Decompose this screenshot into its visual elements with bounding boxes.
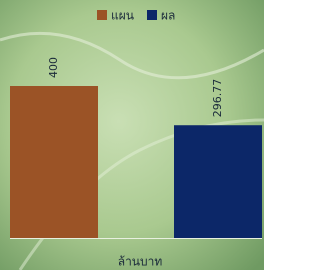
value-label: 296.77 <box>211 79 224 118</box>
legend-label: แผน <box>111 9 134 23</box>
legend-label: ผล <box>161 9 175 23</box>
x-axis-label: ล้านบาท <box>118 255 163 269</box>
legend-swatch <box>147 10 157 20</box>
chart: แผน ผล 400 296.77 ล้านบาท <box>0 0 264 270</box>
bar <box>174 125 262 238</box>
bar <box>10 86 98 238</box>
legend-swatch <box>97 10 107 20</box>
value-label: 400 <box>47 57 60 78</box>
